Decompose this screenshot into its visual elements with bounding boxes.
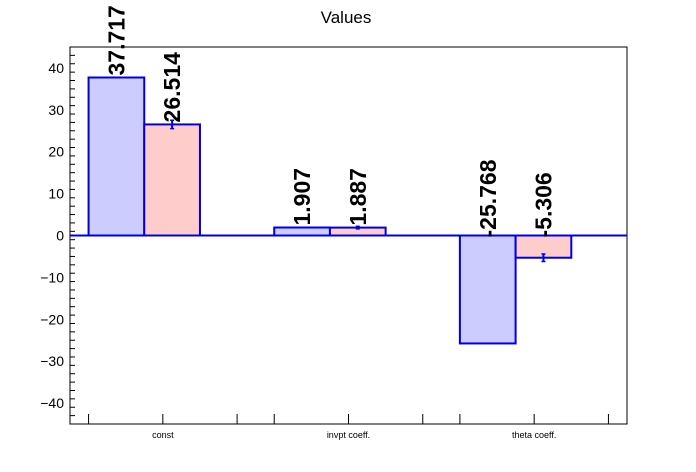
y-tick-label: 20	[48, 144, 64, 160]
x-category-label: const	[152, 430, 174, 440]
y-tick-label: 10	[48, 186, 64, 202]
data-label: -25.768	[475, 159, 501, 237]
bar	[87, 76, 146, 237]
x-category-label: invpt coeff.	[327, 430, 370, 440]
data-label: -5.306	[530, 172, 556, 237]
y-tick-label: 30	[48, 102, 64, 118]
chart-title: Values	[321, 8, 372, 27]
data-label: 1.907	[289, 168, 315, 226]
y-tick-label: 0	[56, 228, 64, 244]
y-tick-label: −30	[40, 353, 64, 369]
y-tick-label: −10	[40, 269, 64, 285]
y-tick-label: −20	[40, 311, 64, 327]
bar-series	[70, 76, 627, 345]
bar	[458, 234, 517, 345]
data-labels: 37.717 1.907 -25.768 26.514 1.887 -5.306	[103, 5, 556, 237]
bar	[143, 123, 201, 237]
x-axis: const invpt coeff. theta coeff.	[88, 414, 609, 440]
data-label: 26.514	[159, 52, 185, 123]
bar	[273, 226, 331, 237]
y-tick-label: 40	[48, 60, 64, 76]
y-tick-label: −40	[40, 395, 64, 411]
data-label: 1.887	[345, 168, 371, 226]
data-label: 37.717	[103, 5, 129, 75]
y-axis: −40 −30 −20 −10 0 10 20 30 40	[40, 46, 75, 425]
x-category-label: theta coeff.	[512, 430, 556, 440]
